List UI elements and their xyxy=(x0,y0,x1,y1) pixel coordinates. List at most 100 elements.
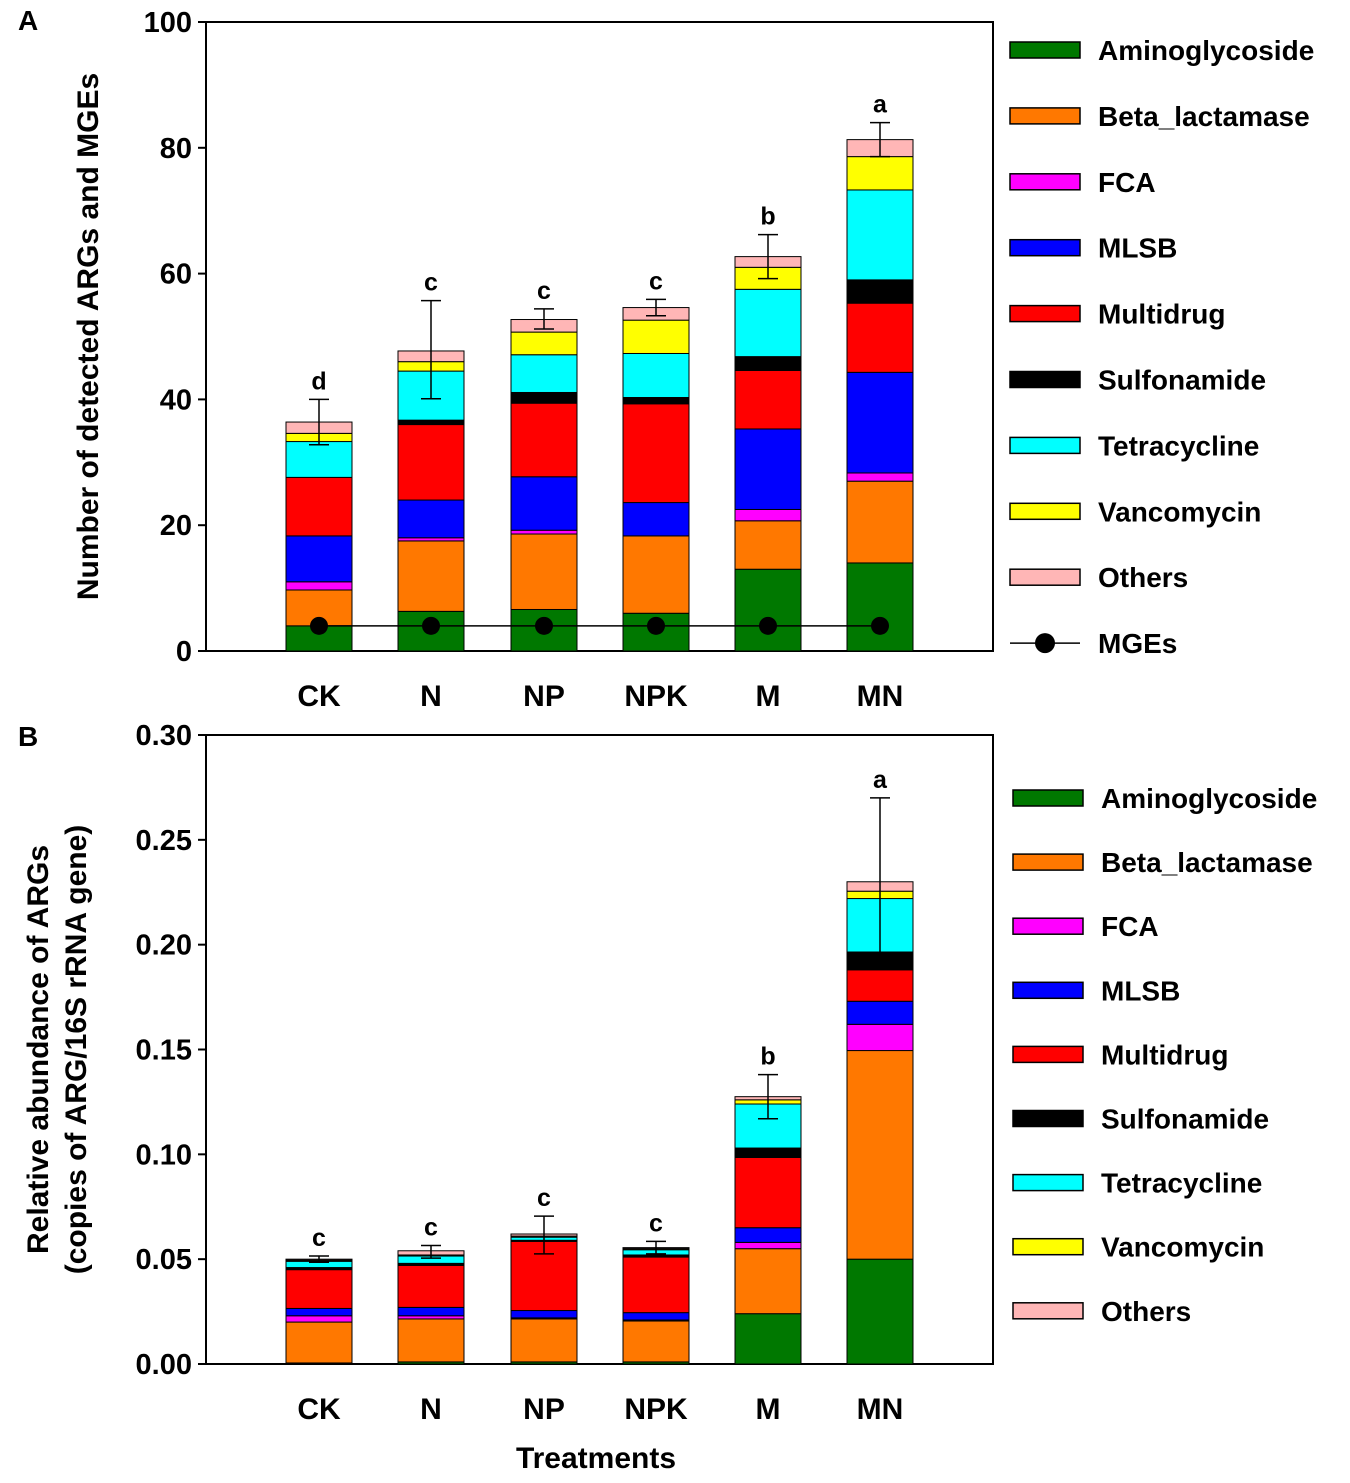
panel-b-chart: 0.00 0.05 0.10 0.15 0.20 0.25 0.30 Relative abu… xyxy=(22,720,1317,1426)
legend-label: Vancomycin xyxy=(1098,496,1261,527)
bar-aminoglycoside-mn xyxy=(846,562,914,652)
legend-label: Tetracycline xyxy=(1101,1168,1262,1199)
y-tick-label: 20 xyxy=(160,510,192,542)
bar-tetracycline-np xyxy=(510,354,578,393)
bar-beta-lactamase-n xyxy=(397,540,465,612)
bar-aminoglycoside-m xyxy=(734,568,802,652)
bar-tetracycline-npk xyxy=(622,352,690,399)
significance-letter: a xyxy=(873,91,888,119)
bar-vancomycin-mn xyxy=(846,156,914,191)
legend-label: MLSB xyxy=(1101,975,1180,1006)
legend-label: FCA xyxy=(1101,911,1159,942)
y-tick-label: 60 xyxy=(160,259,192,291)
significance-letter: c xyxy=(537,1184,551,1212)
y-tick-label: 0.30 xyxy=(136,720,192,752)
legend-label: MLSB xyxy=(1098,233,1177,264)
bar-mlsb-ck xyxy=(285,535,353,583)
bar-fca-m xyxy=(734,508,802,522)
significance-letter: a xyxy=(873,766,888,794)
bar-fca-ck xyxy=(285,581,353,591)
plot-frame xyxy=(205,21,994,652)
legend-swatch xyxy=(1009,568,1081,586)
bar-sulfonamide-n xyxy=(397,419,465,426)
significance-letter: b xyxy=(760,203,775,231)
legend-label: Aminoglycoside xyxy=(1098,35,1314,66)
legend-label: Beta_lactamase xyxy=(1098,101,1310,132)
significance-letter: c xyxy=(424,269,438,297)
bar-multidrug-ck xyxy=(285,1269,353,1309)
bar-fca-m xyxy=(734,1241,802,1250)
y-tick-label: 0.10 xyxy=(136,1139,192,1171)
legend-swatch xyxy=(1012,1237,1084,1256)
bar-fca-np xyxy=(510,529,578,535)
legend-swatch xyxy=(1012,1302,1084,1320)
bar-mlsb-mn xyxy=(846,1000,914,1025)
legend-label: Others xyxy=(1098,562,1188,593)
bar-beta-lactamase-mn xyxy=(846,480,914,564)
legend-label: Sulfonamide xyxy=(1101,1104,1269,1135)
bar-multidrug-mn xyxy=(846,302,914,373)
y-tick-label: 0.00 xyxy=(136,1349,192,1381)
panel-label-a: A xyxy=(18,5,38,36)
bar-sulfonamide-np xyxy=(510,391,578,404)
legend-swatch xyxy=(1012,789,1084,807)
x-tick-label-npk: NPK xyxy=(624,680,688,713)
x-tick-label-npk: NPK xyxy=(624,1393,688,1426)
legend-swatch xyxy=(1009,173,1081,191)
legend-label: Vancomycin xyxy=(1101,1232,1264,1263)
legend-label: Tetracycline xyxy=(1098,430,1259,461)
bar-vancomycin-npk xyxy=(622,319,690,354)
bar-multidrug-n xyxy=(397,424,465,501)
legend-swatch xyxy=(1012,981,1084,1000)
significance-letter: c xyxy=(649,267,663,295)
x-tick-label-m: M xyxy=(756,680,781,713)
bar-multidrug-npk xyxy=(622,403,690,504)
y-tick-label: 80 xyxy=(160,133,192,165)
y-tick-label: 0.25 xyxy=(136,825,192,857)
legend-marker xyxy=(1035,633,1055,654)
legend-swatch xyxy=(1009,238,1081,257)
bar-beta-lactamase-mn xyxy=(846,1050,914,1260)
legend-label: FCA xyxy=(1098,167,1156,198)
legend-swatch xyxy=(1009,304,1081,323)
legend-label: Multidrug xyxy=(1101,1039,1229,1070)
mges-point xyxy=(310,616,328,635)
legend-label: Sulfonamide xyxy=(1098,365,1266,396)
bar-mlsb-n xyxy=(397,499,465,539)
legend-swatch xyxy=(1009,370,1081,389)
bar-fca-mn xyxy=(846,472,914,482)
significance-letter: c xyxy=(312,1224,326,1252)
bar-mlsb-npk xyxy=(622,502,690,537)
legend-swatch xyxy=(1009,107,1081,125)
x-tick-label-n: N xyxy=(420,680,442,713)
x-tick-label-n: N xyxy=(420,1393,442,1426)
x-tick-label-ck: CK xyxy=(297,1393,341,1426)
panel-a-chart: 0 20 40 60 80 100 Number of detected ARGs and … xyxy=(72,7,1314,713)
mges-point xyxy=(871,616,889,635)
bar-beta-lactamase-np xyxy=(510,1318,578,1363)
bar-tetracycline-m xyxy=(734,288,802,358)
y-tick-label: 0.15 xyxy=(136,1035,192,1067)
bar-beta-lactamase-m xyxy=(734,1248,802,1315)
legend-swatch xyxy=(1012,1045,1084,1064)
legend-label: Multidrug xyxy=(1098,299,1226,330)
bar-aminoglycoside-m xyxy=(734,1313,802,1365)
bar-sulfonamide-m xyxy=(734,356,802,371)
legend-label: Others xyxy=(1101,1296,1191,1327)
bar-mlsb-n xyxy=(397,1306,465,1317)
bar-aminoglycoside-mn xyxy=(846,1258,914,1365)
x-tick-label-mn: MN xyxy=(857,1393,904,1426)
legend-swatch xyxy=(1009,41,1081,59)
legend-swatch xyxy=(1009,502,1081,521)
y-tick-label: 0.20 xyxy=(136,930,192,962)
y-axis-title-line: Relative abundance of ARGs xyxy=(22,845,55,1254)
bar-beta-lactamase-npk xyxy=(622,535,690,614)
legend-label: Aminoglycoside xyxy=(1101,783,1317,814)
significance-letter: c xyxy=(424,1214,438,1242)
legend-swatch xyxy=(1009,436,1081,455)
bar-beta-lactamase-np xyxy=(510,533,578,610)
legend-swatch xyxy=(1012,917,1084,935)
bar-beta-lactamase-ck xyxy=(285,1321,353,1364)
bar-beta-lactamase-n xyxy=(397,1318,465,1363)
